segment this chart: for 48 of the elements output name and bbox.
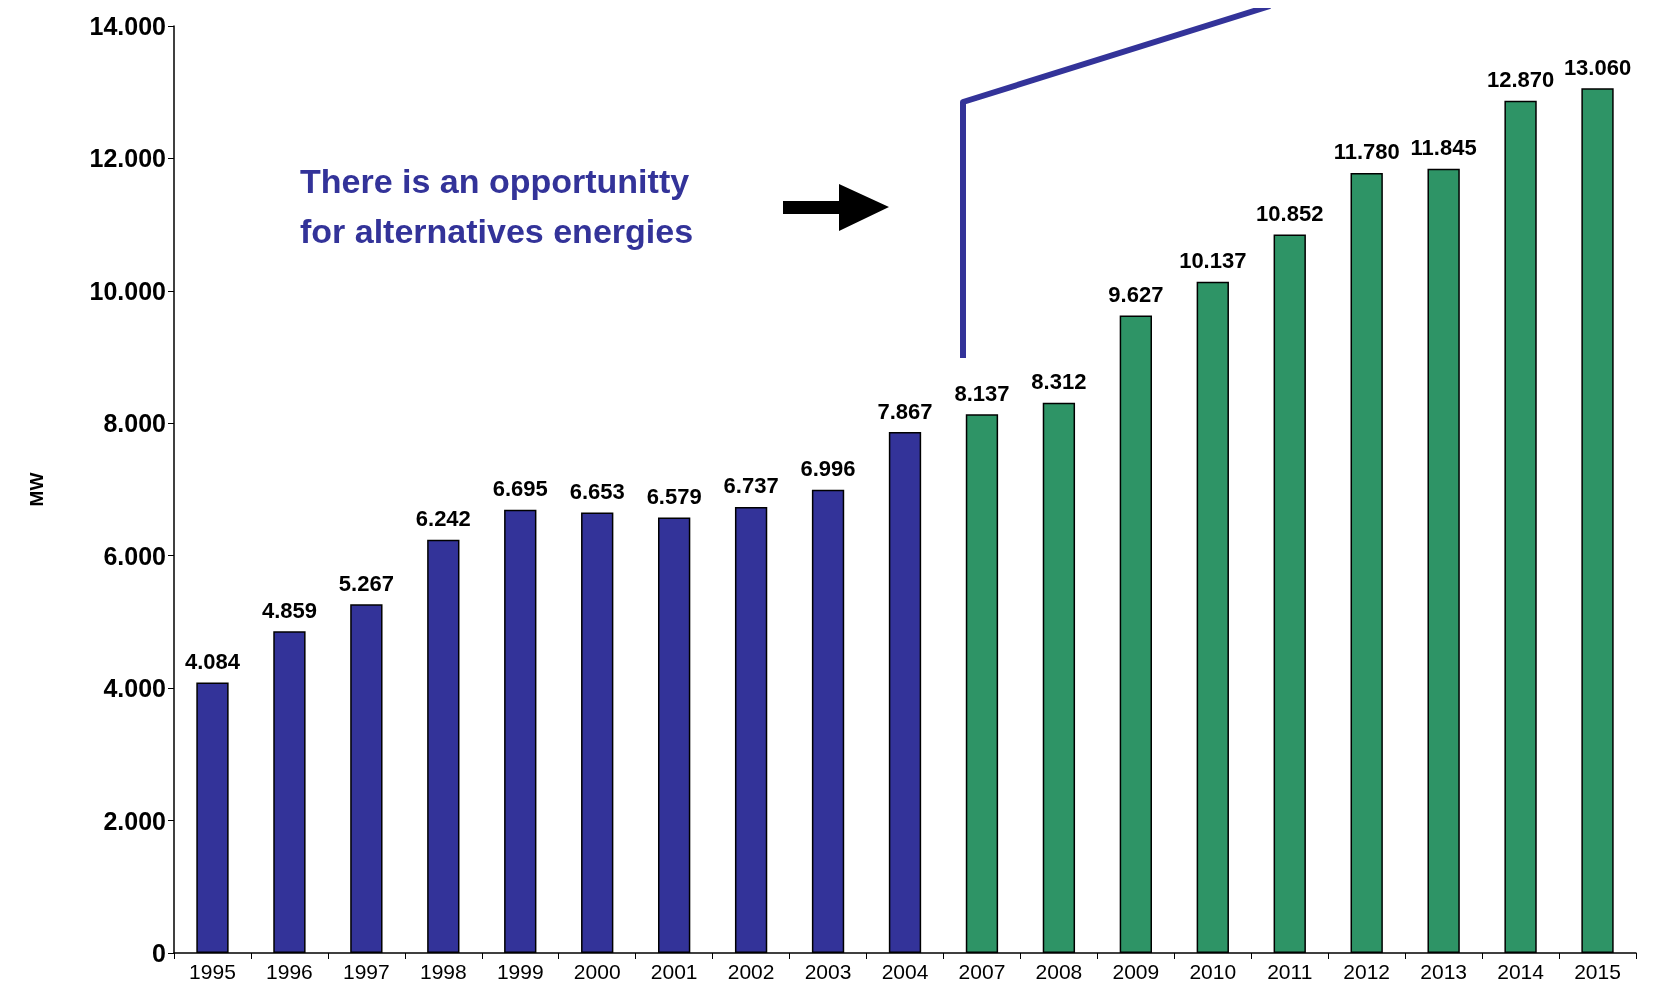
x-tick-label: 2004 xyxy=(881,960,929,983)
x-tick-label: 2010 xyxy=(1189,960,1237,983)
data-label: 12.870 xyxy=(1486,67,1555,93)
x-tick-label: 2012 xyxy=(1343,960,1391,983)
y-tick-label: 6.000 xyxy=(103,541,166,570)
x-tick-label: 1996 xyxy=(266,960,313,983)
data-label: 10.137 xyxy=(1179,248,1247,274)
x-tick-label: 2003 xyxy=(804,960,852,983)
x-tick-label: 2007 xyxy=(958,960,1006,983)
x-tick-label: 2011 xyxy=(1267,960,1313,983)
data-label: 6.579 xyxy=(646,483,702,509)
data-label: 6.695 xyxy=(492,476,548,502)
y-tick-label: 0 xyxy=(152,939,166,967)
data-label: 6.242 xyxy=(415,506,471,532)
y-tick-label: 14.000 xyxy=(89,12,166,40)
x-tick-label: 2002 xyxy=(727,960,775,983)
y-tick-label: 10.000 xyxy=(89,276,166,305)
y-tick-label: 4.000 xyxy=(103,674,166,703)
data-label: 9.627 xyxy=(1108,282,1164,308)
x-tick-label: 2015 xyxy=(1574,960,1621,983)
x-tick-label: 1995 xyxy=(189,960,236,983)
x-tick-label: 1998 xyxy=(419,960,467,983)
data-label: 11.780 xyxy=(1333,139,1400,165)
y-tick-label: 12.000 xyxy=(89,144,166,173)
x-tick-label: 2001 xyxy=(650,960,698,983)
x-tick-label: 2008 xyxy=(1035,960,1083,983)
x-tick-label: 2013 xyxy=(1420,960,1467,983)
x-tick-label: 2000 xyxy=(573,960,621,983)
y-tick-label: 8.000 xyxy=(103,409,166,438)
data-label: 4.084 xyxy=(184,649,241,675)
data-label: 4.859 xyxy=(261,597,317,623)
data-label: 6.737 xyxy=(723,473,779,499)
y-axis-title: MW xyxy=(26,472,47,507)
data-label: 8.137 xyxy=(954,380,1010,406)
data-label: 6.996 xyxy=(800,456,856,482)
x-tick-label: 2014 xyxy=(1497,960,1545,983)
x-tick-label: 1997 xyxy=(343,960,390,983)
data-label: 7.867 xyxy=(877,398,933,424)
data-label: 5.267 xyxy=(338,570,394,596)
annotation: There is an opportunitty for alternatives energies xyxy=(300,162,699,250)
x-tick-label: 2009 xyxy=(1112,960,1160,983)
y-tick-label: 2.000 xyxy=(103,806,166,835)
data-label: 13.060 xyxy=(1563,54,1632,80)
data-label: 11.845 xyxy=(1410,135,1477,161)
data-label: 10.852 xyxy=(1256,200,1324,226)
data-label: 8.312 xyxy=(1031,369,1087,395)
data-label: 6.653 xyxy=(569,478,625,504)
x-tick-label: 1999 xyxy=(496,960,544,983)
